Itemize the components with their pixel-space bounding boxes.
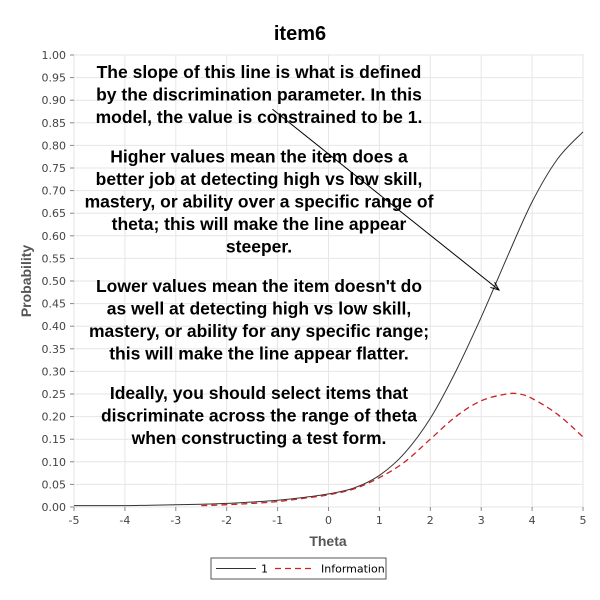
legend-label-series-1: 1	[261, 563, 268, 576]
y-tick-label: 0.30	[42, 365, 67, 378]
y-tick-label: 0.60	[42, 230, 67, 243]
chart-title: item6	[274, 23, 326, 45]
y-tick-label: 0.25	[42, 388, 67, 401]
annotation-line: mastery, or ability over a specific rang…	[85, 192, 434, 212]
grid-lines	[73, 54, 584, 508]
y-tick-label: 0.95	[42, 72, 67, 85]
x-tick-label: -1	[272, 514, 283, 527]
series-line-information	[201, 392, 584, 507]
x-axis-label: Theta	[309, 533, 347, 549]
y-tick-label: 0.75	[42, 162, 67, 175]
series-lines	[74, 131, 584, 507]
annotation: The slope of this line is what is define…	[85, 62, 501, 448]
annotation-line: The slope of this line is what is define…	[97, 62, 422, 82]
y-tick-label: 0.55	[42, 252, 67, 265]
annotation-arrow	[272, 108, 500, 291]
annotation-line: when constructing a test form.	[131, 428, 387, 448]
annotation-line: model, the value is constrained to be 1.	[96, 107, 423, 127]
y-tick-label: 0.40	[42, 320, 67, 333]
y-tick-label: 0.70	[42, 185, 67, 198]
y-tick-label: 0.90	[42, 94, 67, 107]
x-tick-label: 4	[529, 514, 536, 527]
x-tick-label: 0	[325, 514, 332, 527]
x-tick-label: 5	[580, 514, 587, 527]
x-tick-label: -3	[170, 514, 181, 527]
annotation-line: Higher values mean the item does a	[110, 147, 408, 167]
x-tick-label: -2	[221, 514, 232, 527]
annotation-line: this will make the line appear flatter.	[109, 344, 409, 364]
y-tick-label: 0.65	[42, 207, 67, 220]
x-tick-label: 3	[478, 514, 485, 527]
annotation-line: mastery, or ability for any specific ran…	[89, 321, 429, 341]
annotation-line: better job at detecting high vs low skil…	[96, 169, 423, 189]
y-tick-label: 0.10	[42, 456, 67, 469]
y-tick-label: 0.85	[42, 117, 67, 130]
axis-ticks: -5 -4 -3 -2 -1 0 1 2 3 4 5 0.00 0.05 0.10 0.15 0.20 0.25…	[42, 49, 587, 527]
y-tick-label: 0.45	[42, 298, 67, 311]
legend-label-information: Information	[321, 563, 385, 576]
x-tick-label: -5	[69, 514, 80, 527]
annotation-line: Ideally, you should select items that	[110, 383, 408, 403]
x-tick-label: 1	[376, 514, 383, 527]
y-tick-label: 0.35	[42, 343, 67, 356]
annotation-line: Lower values mean the item doesn't do	[96, 276, 422, 296]
y-tick-label: 0.20	[42, 411, 67, 424]
annotation-line: as well at detecting high vs low skill,	[107, 299, 411, 319]
annotation-line: steeper.	[226, 237, 292, 257]
y-tick-label: 0.50	[42, 275, 67, 288]
y-tick-label: 1.00	[42, 49, 67, 62]
legend: 1 Information	[210, 557, 387, 580]
annotation-arrowhead	[490, 281, 501, 291]
y-tick-label: 0.05	[42, 478, 67, 491]
annotation-line: by the discrimination parameter. In this	[96, 85, 422, 105]
x-tick-label: -4	[119, 514, 130, 527]
x-tick-label: 2	[427, 514, 434, 527]
series-line-1	[74, 131, 584, 507]
y-tick-label: 0.00	[42, 501, 67, 514]
y-tick-label: 0.15	[42, 433, 67, 446]
annotation-line: discriminate across the range of theta	[101, 406, 417, 426]
annotation-line: theta; this will make the line appear	[112, 214, 407, 234]
y-tick-label: 0.80	[42, 139, 67, 152]
y-axis-label: Probability	[18, 245, 34, 318]
